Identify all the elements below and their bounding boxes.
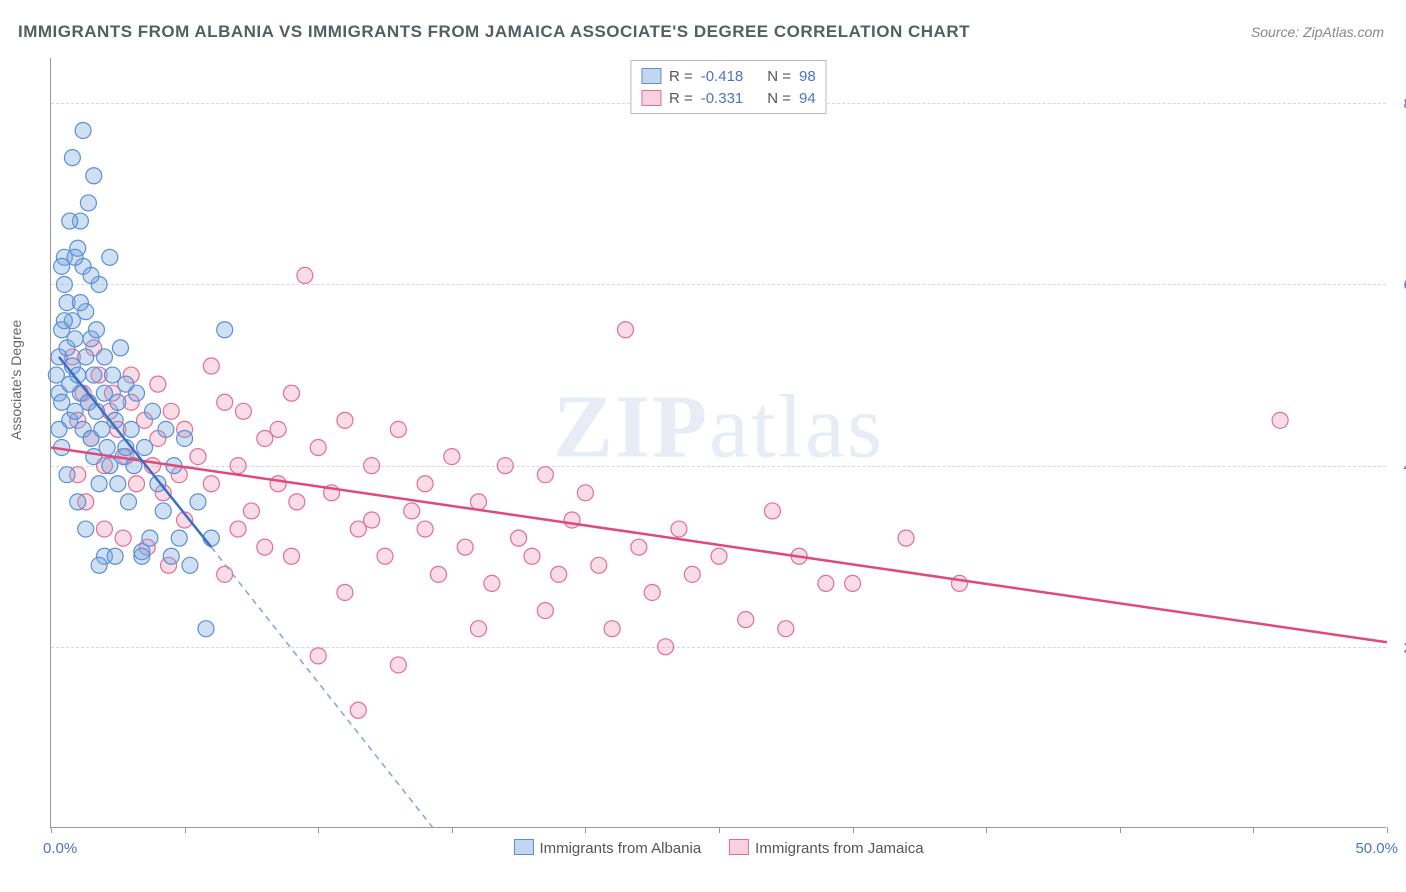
source-link[interactable]: ZipAtlas.com [1303, 24, 1384, 40]
gridline: 20.0% [51, 647, 1386, 648]
source-attribution: Source: ZipAtlas.com [1251, 24, 1384, 40]
swatch-albania-icon [513, 839, 533, 855]
legend-item-albania: Immigrants from Albania [513, 839, 701, 857]
legend-row-jamaica: R =-0.331 N =94 [641, 87, 816, 109]
x-axis-min-label: 0.0% [43, 840, 77, 857]
legend-series: Immigrants from Albania Immigrants from … [513, 839, 923, 857]
legend-item-jamaica: Immigrants from Jamaica [729, 839, 923, 857]
x-tick [51, 827, 52, 833]
x-tick [853, 827, 854, 833]
x-axis-max-label: 50.0% [1355, 840, 1398, 857]
x-tick [452, 827, 453, 833]
swatch-albania [641, 68, 661, 84]
x-tick [585, 827, 586, 833]
y-tick-label: 60.0% [1391, 277, 1406, 294]
x-tick [986, 827, 987, 833]
x-tick [1120, 827, 1121, 833]
chart-svg [51, 58, 1386, 827]
x-tick [1387, 827, 1388, 833]
source-prefix: Source: [1251, 24, 1303, 40]
x-tick [185, 827, 186, 833]
x-tick [719, 827, 720, 833]
gridline: 60.0% [51, 284, 1386, 285]
y-tick-label: 40.0% [1391, 458, 1406, 475]
gridline: 40.0% [51, 466, 1386, 467]
chart-title: IMMIGRANTS FROM ALBANIA VS IMMIGRANTS FR… [18, 22, 970, 42]
legend-row-albania: R =-0.418 N =98 [641, 65, 816, 87]
watermark: ZIPatlas [553, 376, 884, 479]
legend-stats: R =-0.418 N =98 R =-0.331 N =94 [630, 60, 827, 114]
y-axis-label: Associate's Degree [8, 320, 24, 440]
x-tick [1253, 827, 1254, 833]
x-tick [318, 827, 319, 833]
swatch-jamaica [641, 90, 661, 106]
plot-area: ZIPatlas 20.0%40.0%60.0%80.0% R =-0.418 … [50, 58, 1386, 828]
y-tick-label: 20.0% [1391, 639, 1406, 656]
y-tick-label: 80.0% [1391, 96, 1406, 113]
swatch-jamaica-icon [729, 839, 749, 855]
